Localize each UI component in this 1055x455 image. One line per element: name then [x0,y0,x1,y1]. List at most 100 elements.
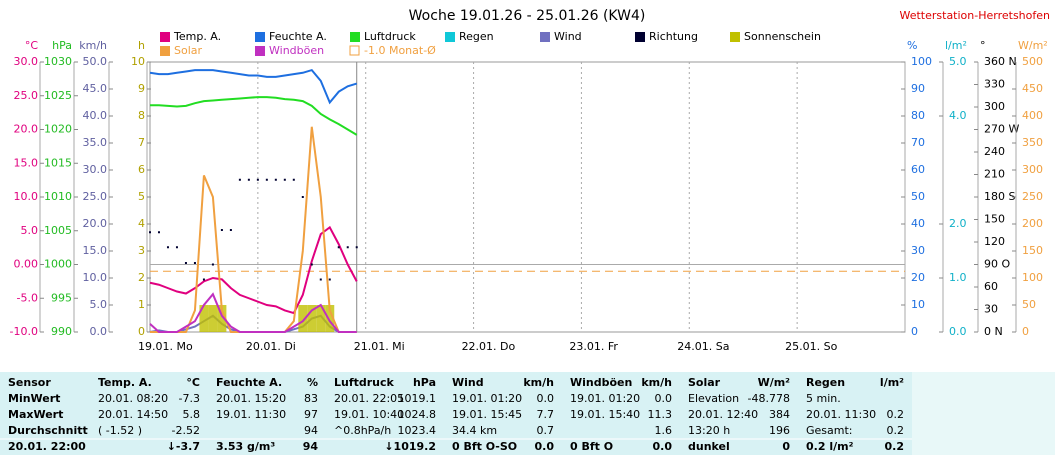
table-cell: W/m² [758,376,791,389]
series-line [149,292,357,333]
legend-swatch [445,32,455,42]
y-tick-label: 330 [984,78,1005,91]
table-cell: 0 [782,440,790,453]
table-cell: Windböen [570,376,632,389]
table-cell: 11.3 [648,408,673,421]
y-tick-label: 360 N [984,55,1017,68]
axis-unit: l/m² [945,39,967,52]
table-filler [912,372,1055,455]
y-tick-label: 9 [138,82,145,95]
x-tick-label: 25.01. So [785,340,837,353]
direction-dot [346,246,349,249]
y-tick-label: 150 [1022,244,1043,257]
x-tick-label: 21.01. Mi [354,340,405,353]
axis-unit: °C [25,39,39,52]
y-tick-label: 180 S [984,190,1015,203]
table-cell: Luftdruck [334,376,395,389]
y-tick-label: 90 [911,82,925,95]
table-cell: Sensor [8,376,51,389]
y-tick-label: 5.0 [949,55,967,68]
table-cell: 20.01. 11:30 [806,408,876,421]
y-tick-label: 30 [911,244,925,257]
x-tick-label: 19.01. Mo [138,340,193,353]
table-cell: 20.01. 12:40 [688,408,758,421]
legend-swatch [160,32,170,42]
y-tick-label: 7 [138,136,145,149]
table-cell: 13:20 h [688,424,730,437]
axis-unit: ° [980,39,986,52]
legend-label: -1.0 Monat-Ø [364,44,436,57]
series-bar [307,305,317,332]
series-bar [217,305,227,332]
y-tick-label: 6 [138,163,145,176]
y-tick-label: 5.0 [90,298,108,311]
y-tick-label: 40.0 [83,109,108,122]
table-cell: 0.0 [537,392,555,405]
table-cell: 19.01. 01:20 [570,392,640,405]
y-tick-label: 30 [984,303,998,316]
direction-dot [283,178,286,181]
axis-unit: W/m² [1018,39,1048,52]
table-cell: % [307,376,318,389]
y-tick-label: -10.0 [10,325,38,338]
table-cell: 97 [304,408,318,421]
table-cell: km/h [641,376,672,389]
y-tick-label: 995 [51,291,72,304]
y-tick-label: 0.00 [14,258,39,271]
legend-label: Solar [174,44,203,57]
table-cell: -7.3 [179,392,200,405]
y-tick-label: 50 [911,190,925,203]
legend-swatch [160,46,170,56]
y-tick-label: 5.0 [21,224,39,237]
table-cell: 19.01. 15:40 [570,408,640,421]
direction-dot [301,196,304,198]
table-cell: 5 min. [806,392,841,405]
y-tick-label: 1.0 [949,271,967,284]
y-tick-label: 1030 [44,55,72,68]
x-tick-label: 24.01. Sa [677,340,729,353]
direction-dot [337,246,340,249]
legend-swatch [730,32,740,42]
table-cell: MinWert [8,392,60,405]
direction-dot [328,278,331,281]
y-tick-label: 60 [984,280,998,293]
y-tick-label: 1005 [44,224,72,237]
y-tick-label: 0 N [984,325,1003,338]
table-cell: 5.8 [183,408,201,421]
table-cell: -2.52 [172,424,200,437]
series-bar [298,305,308,332]
axis-unit: h [138,39,145,52]
y-tick-label: 450 [1022,82,1043,95]
y-tick-label: 100 [1022,271,1043,284]
y-tick-label: 300 [984,100,1005,113]
series-bar [208,305,218,332]
legend-label: Temp. A. [173,30,221,43]
y-tick-label: 10 [911,298,925,311]
y-tick-label: 100 [911,55,932,68]
legend-label: Luftdruck [364,30,416,43]
y-tick-label: 4.0 [949,109,967,122]
table-cell: 0 Bft O [570,440,613,453]
direction-dot [355,246,358,249]
legend-swatch [350,32,360,42]
direction-dot [292,178,295,181]
table-cell: 0.0 [655,392,673,405]
table-cell: °C [186,376,200,389]
y-tick-label: 0.0 [949,325,967,338]
legend-label: Richtung [649,30,698,43]
y-tick-label: 1025 [44,89,72,102]
direction-dot [157,231,160,234]
legend-label: Feuchte A. [269,30,327,43]
table-cell: 20.01. 15:20 [216,392,286,405]
table-cell: 0.7 [537,424,555,437]
y-tick-label: 80 [911,109,925,122]
table-cell: 1024.8 [398,408,437,421]
legend-swatch [540,32,550,42]
table-cell: MaxWert [8,408,63,421]
y-tick-label: 300 [1022,163,1043,176]
table-cell: 20.01. 14:50 [98,408,168,421]
legend-label: Wind [554,30,582,43]
y-tick-label: 1010 [44,190,72,203]
y-tick-label: 8 [138,109,145,122]
